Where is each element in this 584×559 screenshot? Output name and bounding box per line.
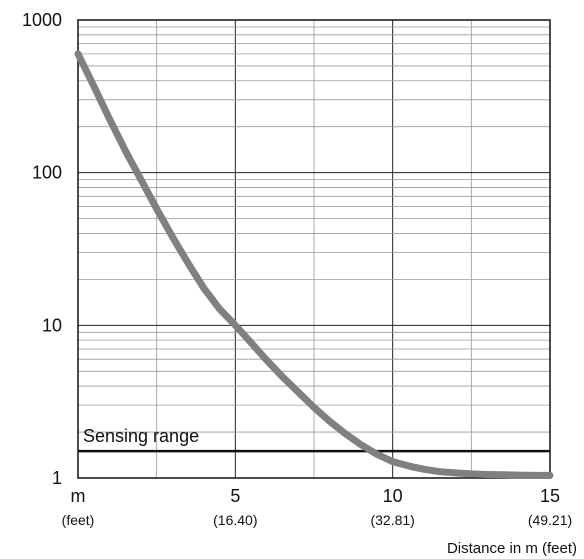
x-tick-sublabel: (32.81) [370, 512, 414, 528]
x-tick-labels: 5 (16.40) 10 (32.81) 15 (49.21) [213, 486, 572, 528]
x-tick-label: 5 [230, 486, 240, 506]
grid [78, 20, 550, 478]
x-unit-sublabel: (feet) [62, 512, 95, 528]
y-tick-label: 100 [32, 163, 62, 183]
plot-frame [77, 19, 551, 479]
y-tick-label: 10 [42, 315, 62, 335]
x-tick-label: 10 [383, 486, 403, 506]
y-tick-label: 1 [52, 468, 62, 488]
y-tick-label: 1000 [22, 10, 62, 30]
x-unit-label: m [71, 486, 86, 506]
sensing-range-label: Sensing range [83, 426, 199, 446]
y-tick-labels: 1 10 100 1000 [22, 10, 62, 488]
x-tick-label: 15 [540, 486, 560, 506]
x-tick-sublabel: (16.40) [213, 512, 257, 528]
series-line [74, 50, 554, 479]
x-axis-label: Distance in m (feet) [447, 540, 577, 557]
x-tick-sublabel: (49.21) [528, 512, 572, 528]
